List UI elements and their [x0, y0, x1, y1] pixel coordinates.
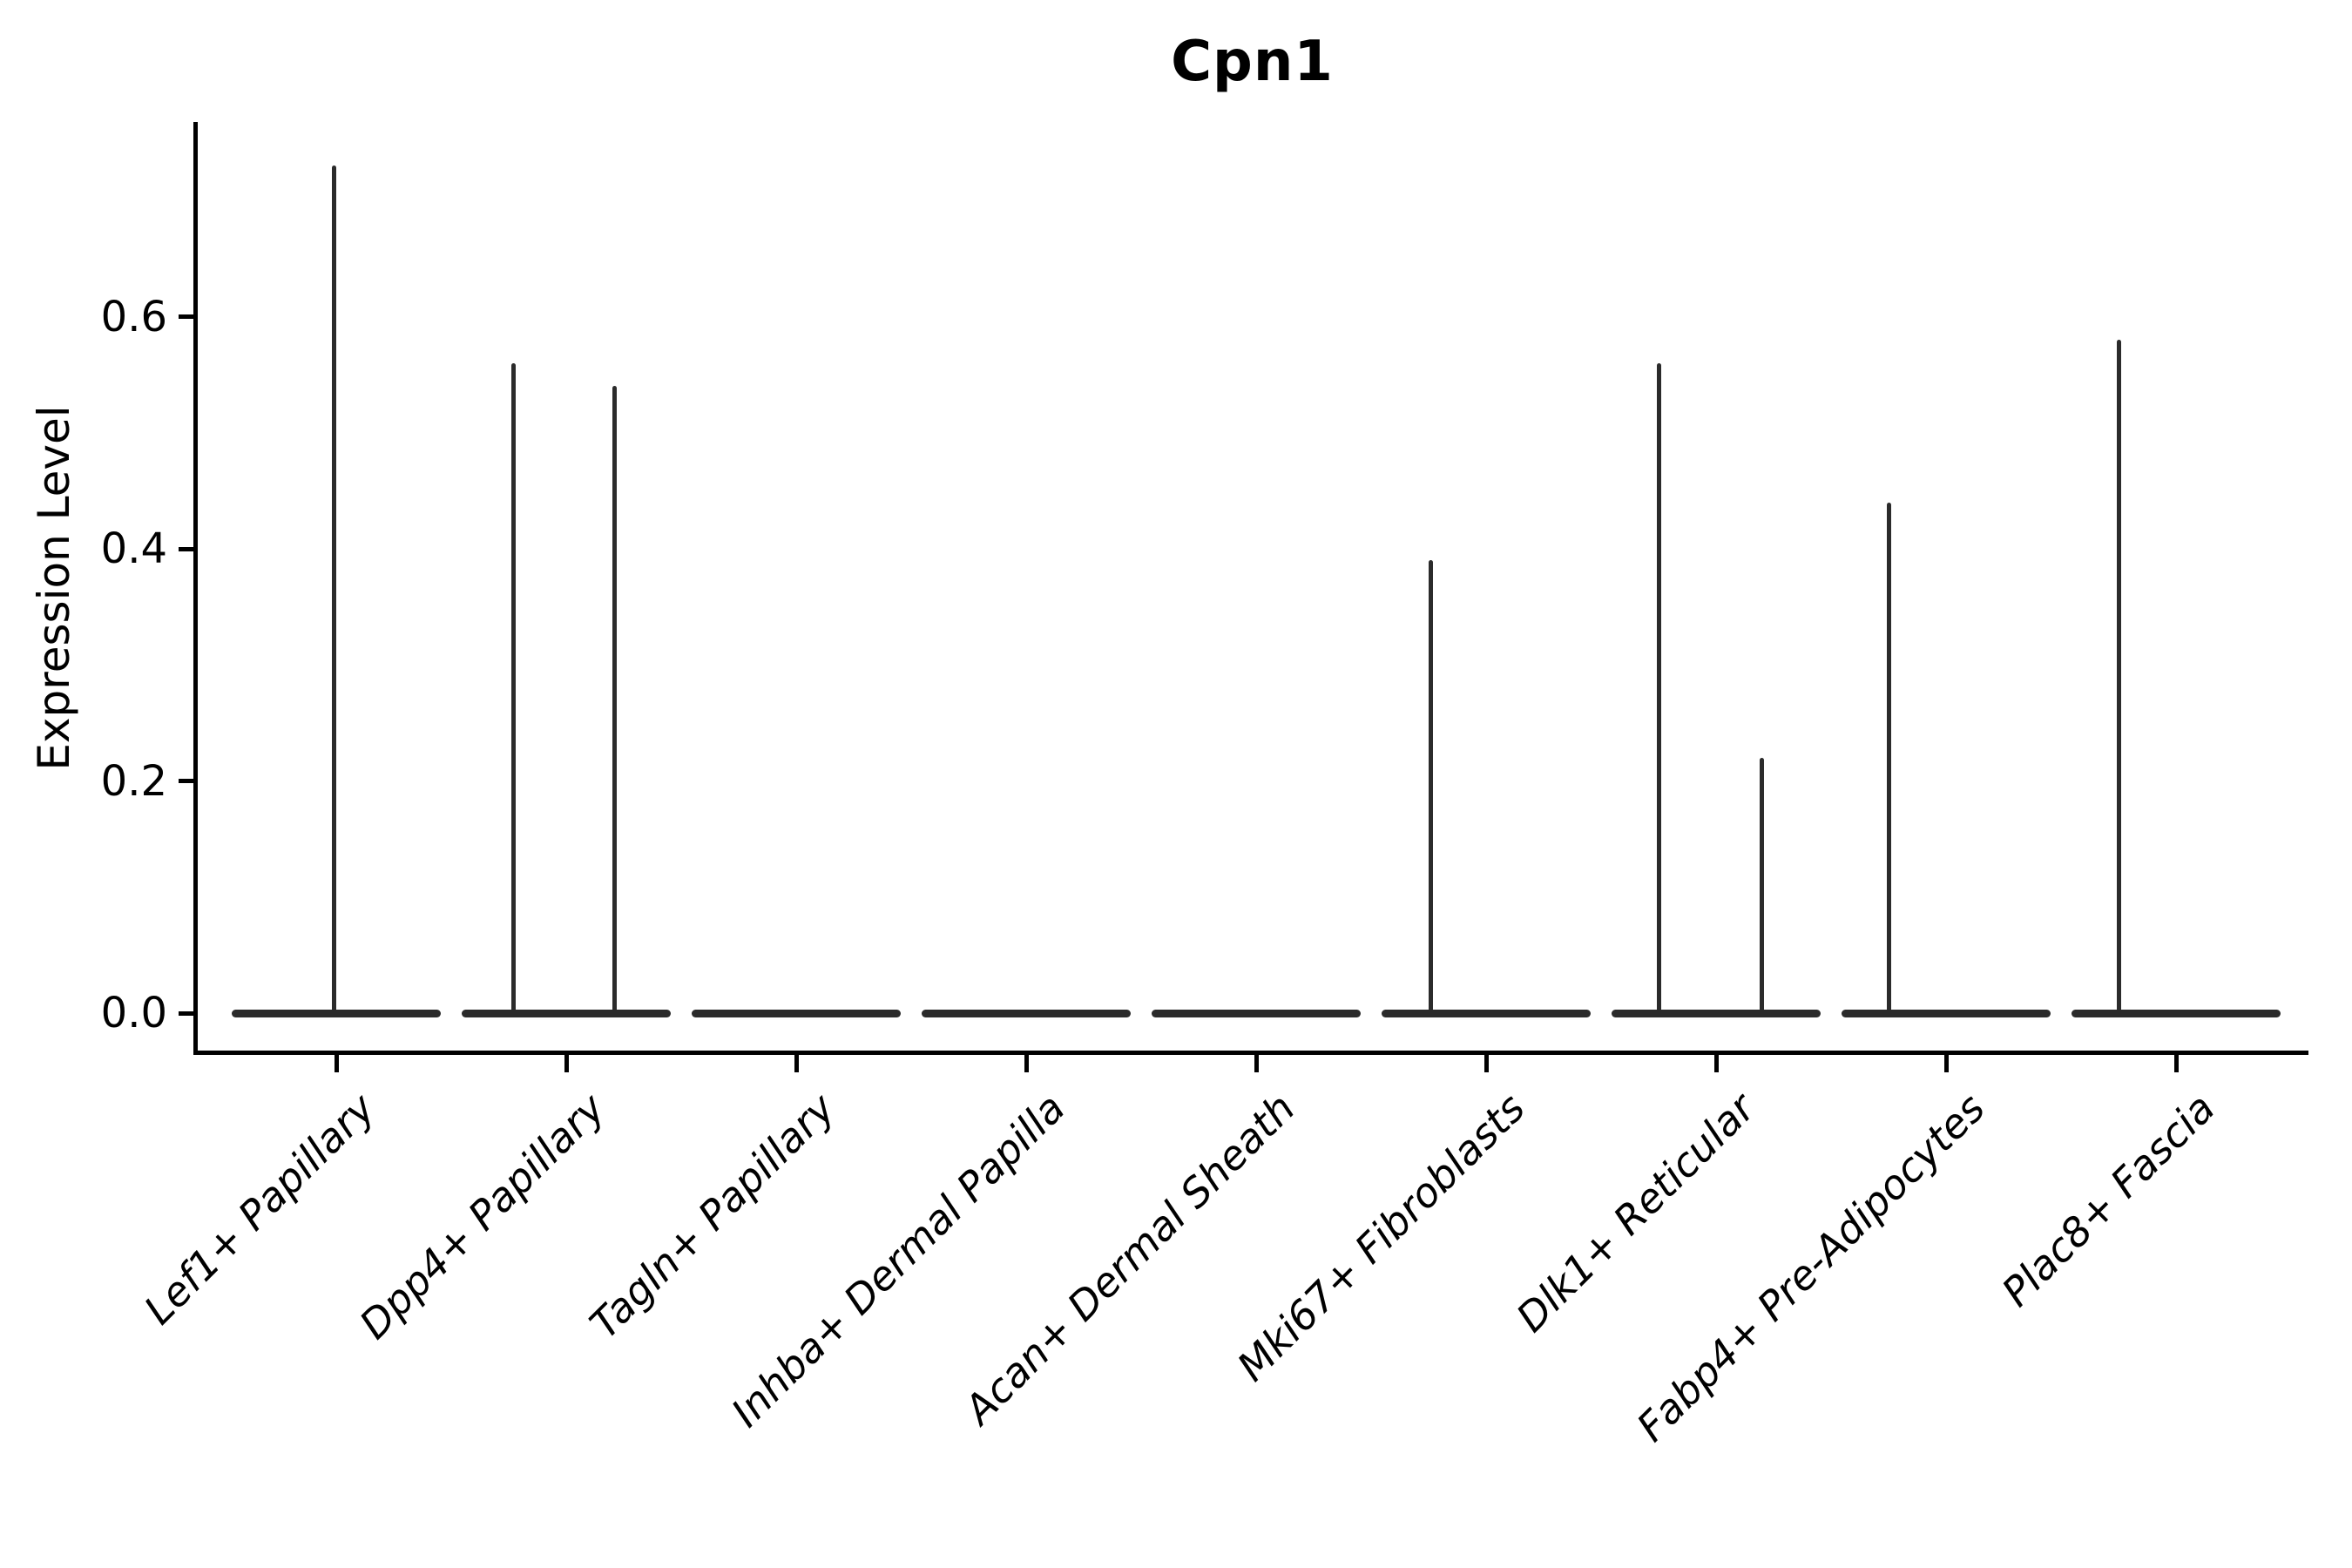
x-tick-label: Inhba+ Dermal Papilla: [722, 1084, 1074, 1436]
x-axis-spine: [193, 1051, 2308, 1055]
y-tick-label: 0.2: [100, 756, 167, 806]
violin-body: [922, 1009, 1131, 1017]
x-tick-label: Fabp4+ Pre-Adipocytes: [1627, 1084, 1994, 1451]
x-tick-mark: [1024, 1055, 1029, 1072]
violin-body: [1612, 1009, 1821, 1017]
x-tick-mark: [794, 1055, 799, 1072]
x-tick-mark: [1943, 1055, 1949, 1072]
chart-title: Cpn1: [1171, 30, 1334, 94]
violin-body: [692, 1009, 901, 1017]
y-tick-mark: [179, 546, 196, 551]
violin-spike: [1656, 362, 1661, 1017]
violin-spike: [331, 166, 336, 1017]
y-tick-mark: [179, 779, 196, 783]
violin-spike: [2116, 340, 2121, 1017]
violin-body: [2072, 1009, 2281, 1017]
violin-spike: [1886, 502, 1891, 1017]
violin-spike: [1429, 560, 1434, 1017]
violin-spike: [612, 386, 617, 1017]
x-tick-label: Tagln+ Papillary: [580, 1084, 844, 1348]
y-tick-label: 0.0: [100, 989, 167, 1037]
violin-spike: [1760, 757, 1765, 1017]
violin-body: [462, 1009, 671, 1017]
x-tick-label: Acan+ Dermal Sheath: [955, 1084, 1304, 1434]
x-tick-mark: [1254, 1055, 1259, 1072]
x-tick-label: Dpp4+ Papillary: [350, 1084, 614, 1348]
x-tick-label: Mki67+ Fibroblasts: [1227, 1084, 1534, 1390]
x-tick-label: Plac8+ Fascia: [1992, 1084, 2224, 1316]
y-tick-label: 0.6: [100, 292, 167, 341]
x-tick-mark: [1713, 1055, 1719, 1072]
violin-body: [1842, 1009, 2051, 1017]
x-tick-mark: [334, 1055, 339, 1072]
violin-spike: [510, 362, 516, 1017]
y-tick-mark: [179, 1010, 196, 1016]
x-tick-mark: [1484, 1055, 1489, 1072]
violin-body: [1152, 1009, 1361, 1017]
y-axis-spine: [193, 122, 198, 1055]
x-tick-mark: [2173, 1055, 2179, 1072]
violin-body: [1382, 1009, 1591, 1017]
y-tick-label: 0.4: [100, 524, 167, 573]
x-tick-mark: [564, 1055, 569, 1072]
x-tick-label: Dlk1+ Reticular: [1507, 1084, 1764, 1342]
y-tick-mark: [179, 314, 196, 319]
violin-body: [232, 1009, 441, 1017]
y-axis-label: Expression Level: [29, 405, 79, 771]
